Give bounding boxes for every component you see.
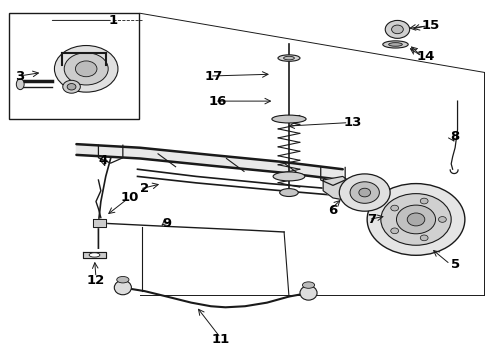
Text: 10: 10 <box>121 192 139 204</box>
Text: 15: 15 <box>421 19 440 32</box>
Circle shape <box>420 235 428 241</box>
Ellipse shape <box>278 55 300 61</box>
Circle shape <box>391 205 398 211</box>
Ellipse shape <box>117 276 129 283</box>
Circle shape <box>396 205 436 234</box>
Circle shape <box>350 182 379 203</box>
Circle shape <box>75 61 97 77</box>
Circle shape <box>385 21 410 39</box>
Ellipse shape <box>300 286 317 300</box>
Ellipse shape <box>16 79 24 90</box>
Ellipse shape <box>284 56 294 60</box>
Polygon shape <box>323 176 352 200</box>
Ellipse shape <box>272 115 306 123</box>
Text: 1: 1 <box>108 14 118 27</box>
Bar <box>9 13 139 119</box>
Ellipse shape <box>273 172 305 181</box>
Ellipse shape <box>280 189 298 197</box>
Circle shape <box>439 217 446 222</box>
Text: 2: 2 <box>140 183 149 195</box>
Polygon shape <box>83 252 106 258</box>
Circle shape <box>339 174 390 211</box>
Ellipse shape <box>389 42 402 46</box>
Ellipse shape <box>89 253 100 257</box>
Text: 11: 11 <box>212 333 230 346</box>
Text: 13: 13 <box>343 116 362 129</box>
Text: 12: 12 <box>87 274 105 287</box>
Text: 14: 14 <box>416 50 435 63</box>
Circle shape <box>63 80 80 93</box>
Circle shape <box>359 188 370 197</box>
Text: 7: 7 <box>368 213 377 226</box>
Text: 3: 3 <box>15 69 24 82</box>
Circle shape <box>391 228 398 234</box>
Text: 9: 9 <box>162 216 171 230</box>
Text: 17: 17 <box>204 69 222 82</box>
Text: 8: 8 <box>450 130 460 144</box>
Polygon shape <box>93 220 106 227</box>
Text: 6: 6 <box>328 204 338 217</box>
Circle shape <box>54 45 118 92</box>
Text: 5: 5 <box>450 258 460 271</box>
Text: 4: 4 <box>98 154 108 167</box>
Text: 16: 16 <box>209 95 227 108</box>
Circle shape <box>392 25 403 34</box>
Circle shape <box>67 84 76 90</box>
Circle shape <box>367 184 465 255</box>
Circle shape <box>381 194 451 245</box>
Ellipse shape <box>114 280 131 295</box>
Ellipse shape <box>302 282 315 288</box>
Ellipse shape <box>383 41 408 48</box>
Polygon shape <box>76 144 343 180</box>
Circle shape <box>64 53 108 85</box>
Circle shape <box>420 198 428 204</box>
Circle shape <box>407 213 425 226</box>
